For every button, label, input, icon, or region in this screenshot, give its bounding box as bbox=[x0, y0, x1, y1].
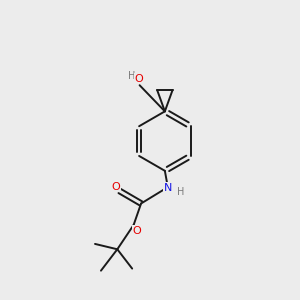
Text: O: O bbox=[133, 226, 142, 236]
Text: O: O bbox=[112, 182, 121, 192]
Text: N: N bbox=[164, 183, 172, 193]
Text: O: O bbox=[134, 74, 143, 84]
Text: H: H bbox=[177, 187, 184, 196]
Text: H: H bbox=[128, 71, 135, 81]
